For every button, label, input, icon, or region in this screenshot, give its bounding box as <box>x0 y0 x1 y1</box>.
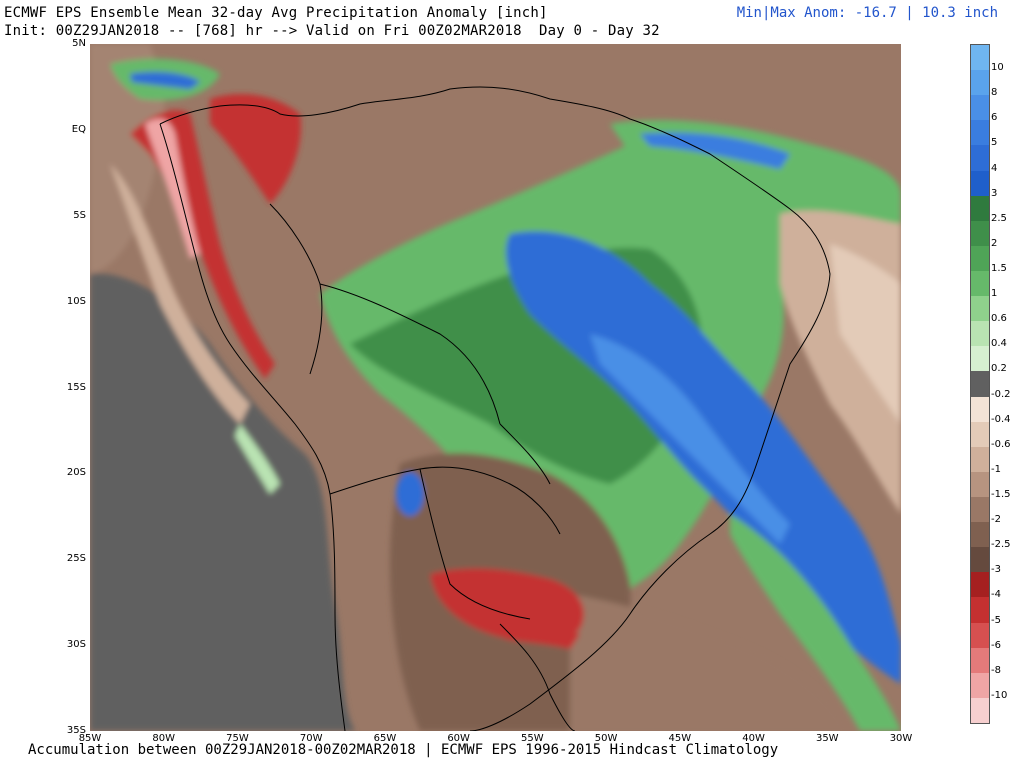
colorbar-label: 1.5 <box>991 263 1007 274</box>
colorbar-segment <box>971 245 989 271</box>
colorbar-segment <box>971 496 989 523</box>
colorbar-label: -6 <box>991 639 1001 651</box>
latitude-label: 30S <box>66 639 86 651</box>
longitude-label: 75W <box>226 733 249 744</box>
colorbar-segment <box>971 120 989 146</box>
colorbar-label: 0.2 <box>991 363 1007 375</box>
colorbar-segment <box>971 421 989 447</box>
colorbar <box>970 44 990 724</box>
colorbar-segment <box>971 446 989 472</box>
longitude-label: 85W <box>78 733 102 744</box>
colorbar-label: -5 <box>991 614 1001 626</box>
colorbar-segment <box>971 622 989 648</box>
colorbar-label: 1 <box>991 288 998 300</box>
colorbar-segment <box>971 572 989 598</box>
colorbar-label: 4 <box>991 162 998 174</box>
colorbar-segment <box>971 95 989 121</box>
colorbar-label: -1.5 <box>991 489 1011 500</box>
colorbar-segment <box>971 170 989 196</box>
colorbar-segment <box>971 547 989 573</box>
map-title: ECMWF EPS Ensemble Mean 32-day Avg Preci… <box>4 5 548 21</box>
longitude-label: 40W <box>742 733 765 744</box>
colorbar-label: 2 <box>991 237 998 249</box>
longitude-label: 55W <box>521 733 544 744</box>
colorbar-segment <box>971 597 989 623</box>
longitude-label: 60W <box>447 733 470 744</box>
latitude-label: 20S <box>66 467 86 479</box>
colorbar-label: 0.4 <box>991 338 1007 350</box>
longitude-label: 80W <box>152 733 176 744</box>
longitude-label: 65W <box>373 733 397 744</box>
colorbar-segment <box>971 270 989 297</box>
latitude-label: 15S <box>66 381 86 393</box>
min-max-anomaly: Min|Max Anom: -16.7 | 10.3 inch <box>736 5 998 21</box>
colorbar-label: -0.2 <box>991 388 1011 400</box>
colorbar-segment <box>971 396 989 422</box>
colorbar-label: 3 <box>991 187 998 199</box>
colorbar-segment <box>971 346 989 372</box>
latitude-label: 5S <box>73 209 86 221</box>
longitude-label: 35W <box>815 733 839 744</box>
colorbar-segment <box>971 672 989 698</box>
latitude-label: 5N <box>72 38 86 49</box>
colorbar-label: 2.5 <box>991 212 1007 224</box>
colorbar-segment <box>971 647 989 673</box>
colorbar-segment <box>971 697 989 723</box>
longitude-label: 50W <box>594 733 618 744</box>
map-canvas <box>90 44 901 731</box>
colorbar-segment <box>971 45 989 71</box>
colorbar-label: 5 <box>991 137 998 149</box>
colorbar-label: -0.4 <box>991 413 1011 425</box>
colorbar-segment <box>971 145 989 171</box>
colorbar-segment <box>971 522 989 548</box>
colorbar-label: 8 <box>991 87 998 99</box>
latitude-label: 25S <box>66 553 86 565</box>
longitude-label: 70W <box>299 733 323 744</box>
colorbar-label: 6 <box>991 112 998 124</box>
colorbar-segment <box>971 321 989 347</box>
longitude-label: 30W <box>889 733 913 744</box>
country-borders <box>159 86 831 731</box>
colorbar-segment <box>971 70 989 96</box>
latitude-label: 35S <box>66 725 86 736</box>
colorbar-segment <box>971 371 989 397</box>
map-subtitle: Init: 00Z29JAN2018 -- [768] hr --> Valid… <box>4 23 660 39</box>
colorbar-label: -10 <box>991 689 1008 701</box>
colorbar-label: -1 <box>991 463 1001 475</box>
colorbar-label: -2 <box>991 514 1001 526</box>
colorbar-label: -3 <box>991 564 1001 576</box>
colorbar-segment <box>971 296 989 322</box>
colorbar-segment <box>971 195 989 221</box>
latitude-label: EQ <box>71 123 86 135</box>
footer-caption: Accumulation between 00Z29JAN2018-00Z02M… <box>28 742 779 758</box>
colorbar-label: -8 <box>991 664 1001 676</box>
latitude-label: 10S <box>66 295 86 307</box>
colorbar-label: 0.6 <box>991 313 1007 325</box>
colorbar-label: 10 <box>991 62 1004 74</box>
colorbar-label: -2.5 <box>991 539 1011 551</box>
precipitation-anomaly-map <box>90 44 901 731</box>
colorbar-label: -0.6 <box>991 438 1011 450</box>
longitude-label: 45W <box>668 733 692 744</box>
colorbar-segment <box>971 220 989 246</box>
colorbar-label: -4 <box>991 589 1001 601</box>
colorbar-segment <box>971 471 989 497</box>
